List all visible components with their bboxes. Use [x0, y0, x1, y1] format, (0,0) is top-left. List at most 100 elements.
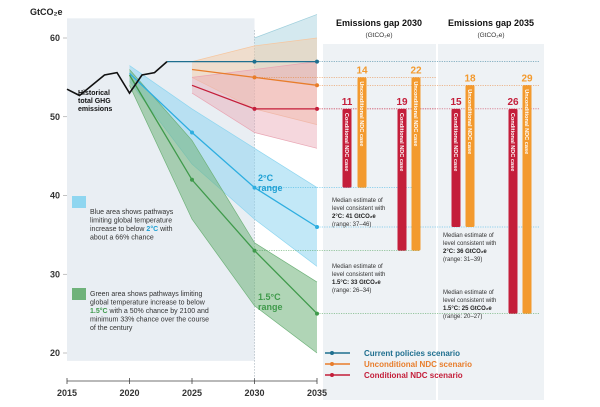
band-edge-hi-1 [129, 69, 318, 283]
blue-note-line-2: increase to below 2°C with [90, 225, 173, 233]
x-tick-label-2035: 2035 [307, 388, 327, 398]
gap-2035-note-15-line-1: level consistent with [443, 298, 496, 304]
gap-2035-unit: (GtCO₂e) [477, 32, 504, 39]
gap-2030-bar-2 [397, 108, 407, 251]
band-0 [129, 65, 317, 267]
green-note-line-0: Green area shows pathways limiting [90, 291, 203, 298]
gap-2030-title: Emissions gap 2030 [336, 18, 422, 28]
gap-2030-note-15-line-2: 1.5°C: 33 GtCO₂e [332, 280, 381, 286]
gap-2030-note-2c-line-1: level consistent with [332, 206, 385, 212]
y-tick-label-40: 40 [50, 191, 60, 201]
band-edge-lo-4 [191, 92, 318, 149]
x-tick-label-2015: 2015 [57, 388, 77, 398]
gap-2030-note-15-line-3: (range: 26–34) [332, 288, 371, 294]
gap-2035-bar-label-3: Unconditional NDC case [523, 89, 529, 154]
green-note-line-3: minimum 33% chance over the course [90, 317, 209, 324]
green-note-line-1: global temperature increase to below [90, 300, 206, 307]
gap-2035-bar-value-1: 18 [464, 73, 476, 84]
series-point-3-1 [190, 130, 194, 135]
y-tick-label-50: 50 [50, 112, 60, 122]
green-note-line-2: 1.5°C with a 50% chance by 2100 and [90, 307, 209, 315]
gap-2035-bar-0 [451, 108, 461, 227]
gap-2035-note-2c-line-0: Median estimate of [443, 233, 494, 239]
series-point-4-1 [190, 177, 194, 182]
gap-2035-title: Emissions gap 2035 [448, 18, 534, 28]
blue-note-swatch [72, 196, 86, 208]
gap-2030-bar-label-3: Unconditional NDC case [412, 81, 418, 146]
y-tick-label-60: 60 [50, 33, 60, 43]
green-note-highlight: 1.5°C [90, 307, 108, 315]
gap-2030-bar-value-2: 19 [396, 97, 408, 108]
green-note-line-4: of the century [90, 325, 133, 332]
gap-2030-unit: (GtCO₂e) [365, 32, 392, 39]
gap-2035-note-2c-line-2: 2°C: 36 GtCO₂e [443, 249, 487, 255]
gap-2030-bar-label-1: Unconditional NDC case [358, 81, 364, 146]
blue-note-line-1: limiting global temperature [90, 218, 172, 225]
gap-2035-bar-1 [465, 85, 475, 227]
gap-2030-note-15-line-1: level consistent with [332, 272, 385, 278]
gap-2030-bar-1 [357, 77, 367, 188]
gap-2035-bar-label-0: Conditional NDC case [452, 113, 458, 171]
blue-note-line-0: Blue area shows pathways [90, 209, 174, 216]
range-label-2c-line-0: 2°C [258, 173, 274, 183]
legend-marker-2 [330, 373, 334, 377]
gap-2030-note-2c-line-0: Median estimate of [332, 198, 383, 204]
y-tick-label-30: 30 [50, 269, 60, 279]
gap-2030-bar-label-0: Conditional NDC case [343, 113, 349, 171]
gap-2035-bar-value-3: 29 [521, 73, 533, 84]
x-tick-label-2025: 2025 [182, 388, 202, 398]
gap-2030-note-2c-line-3: (range: 37–46) [332, 222, 371, 228]
blue-note-highlight: 2°C [146, 225, 158, 233]
legend-label-2: Conditional NDC scenario [364, 371, 463, 380]
legend-label-0: Current policies scenario [364, 349, 460, 358]
blue-note-span: increase to below [90, 226, 146, 233]
gap-2035-note-2c-line-3: (range: 31–39) [443, 257, 482, 263]
legend-marker-1 [330, 362, 334, 366]
band-3 [192, 38, 317, 125]
y-axis-label: GtCO₂e [30, 7, 63, 17]
gap-2035-note-15-line-3: (range: 20–27) [443, 314, 482, 320]
gap-2030-bar-0 [342, 108, 352, 188]
gap-2035-note-15-line-0: Median estimate of [443, 290, 494, 296]
band-edge-hi-2 [254, 14, 318, 39]
green-note-span: with a 50% chance by 2100 and [108, 308, 209, 315]
band-1 [129, 69, 317, 353]
band-edge-hi-3 [191, 37, 318, 62]
series-line-3 [129, 72, 318, 228]
historical-line [66, 60, 168, 97]
gap-2030-bar-3 [411, 77, 421, 251]
gap-2035-bar-3 [522, 85, 532, 314]
x-tick-label-2030: 2030 [244, 388, 264, 398]
range-label-15c-line-1: range [258, 302, 283, 312]
gap-2030-bar-label-2: Conditional NDC case [398, 113, 404, 171]
band-edge-hi-4 [191, 61, 318, 78]
gap-2030-note-2c-line-2: 2°C: 41 GtCO₂e [332, 214, 376, 220]
band-edge-hi-0 [129, 65, 318, 188]
blue-note-span: with [158, 226, 173, 233]
gap-2030-bar-value-1: 14 [356, 65, 368, 76]
gap-2030-bar-value-0: 11 [342, 97, 353, 108]
gap-2035-bar-value-2: 26 [507, 97, 519, 108]
gap-2035-bar-label-2: Conditional NDC case [509, 113, 515, 171]
historical-label-line-2: emissions [78, 106, 112, 113]
gap-2035-note-15-line-2: 1.5°C: 25 GtCO₂e [443, 306, 492, 312]
legend-label-1: Unconditional NDC scenario [364, 360, 472, 369]
gap-2030-bar-value-3: 22 [410, 65, 422, 76]
green-note-swatch [72, 288, 86, 300]
band-4 [192, 61, 317, 149]
blue-note-line-3: about a 66% chance [90, 235, 154, 242]
gap-2030-note-15-line-0: Median estimate of [332, 264, 383, 270]
gap-2035-bar-label-1: Unconditional NDC case [466, 89, 472, 154]
historical-label-line-1: total GHG [78, 98, 111, 105]
y-tick-label-20: 20 [50, 348, 60, 358]
range-label-15c-line-0: 1.5°C [258, 292, 281, 302]
range-label-2c-line-1: range [258, 183, 283, 193]
x-tick-label-2020: 2020 [119, 388, 139, 398]
historical-label-line-0: Historical [78, 90, 110, 97]
series-line-4 [128, 74, 318, 315]
legend-marker-0 [330, 351, 334, 355]
gap-2035-note-2c-line-1: level consistent with [443, 241, 496, 247]
gap-2035-bar-2 [508, 108, 518, 314]
band-edge-lo-1 [129, 85, 318, 354]
